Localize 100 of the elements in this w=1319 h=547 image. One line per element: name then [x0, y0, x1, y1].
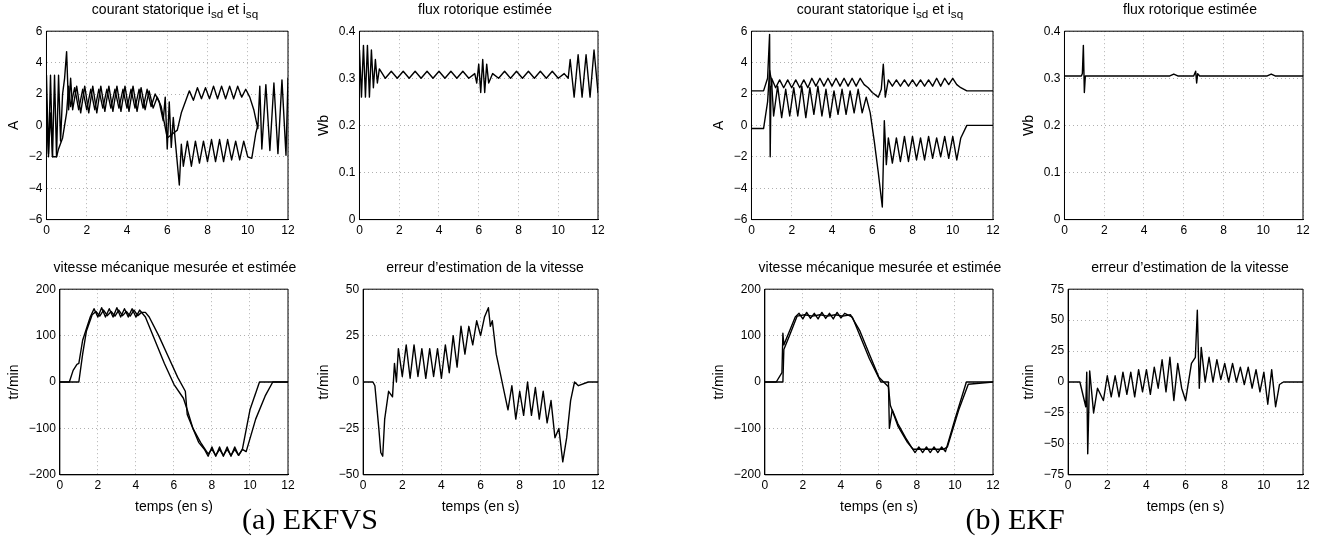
x-tick-label: 10 — [551, 223, 566, 238]
chart-title: courant statorique i$_{sd}$ et i$_{sq}$ — [795, 0, 965, 20]
x-tick-label: 4 — [435, 223, 443, 238]
x-tick-label: 12 — [591, 478, 605, 493]
y-tick-label: 50 — [345, 281, 360, 296]
y-tick-label: 0.2 — [338, 117, 356, 132]
y-tick-label: 0.4 — [338, 23, 356, 38]
x-tick-label: 12 — [1296, 478, 1310, 493]
x-tick-label: 2 — [395, 223, 403, 238]
y-tick-label: 2 — [35, 86, 43, 101]
y-tick-label: −4 — [733, 180, 748, 195]
x-tick-label: 6 — [163, 223, 171, 238]
x-tick-label: 12 — [591, 223, 605, 238]
x-tick-label: 12 — [986, 478, 1000, 493]
x-tick-label: 10 — [241, 223, 255, 238]
y-axis-title: Wb — [1020, 114, 1037, 136]
x-tick-label: 10 — [1257, 478, 1271, 493]
y-tick-label: −200 — [28, 467, 57, 482]
y-tick-label: 0.3 — [1043, 70, 1061, 85]
x-axis-title: temps (en s) — [840, 498, 918, 515]
y-tick-label: −6 — [733, 211, 748, 226]
x-tick-label: 4 — [1143, 478, 1151, 493]
y-tick-label: 0 — [740, 117, 748, 132]
chart-title: courant statorique i$_{sd}$ et i$_{sq}$ — [90, 0, 260, 20]
y-axis-title: tr/min — [710, 364, 727, 400]
x-tick-label: 6 — [868, 223, 876, 238]
x-tick-label: 10 — [1256, 223, 1271, 238]
y-tick-label: −100 — [733, 420, 762, 435]
y-tick-label: −75 — [1043, 467, 1065, 482]
y-tick-label: 50 — [1050, 312, 1065, 327]
y-tick-label: 0.3 — [338, 70, 356, 85]
x-tick-label: 2 — [799, 478, 807, 493]
chart-title: flux rotorique estimée — [1122, 0, 1258, 19]
y-tick-label: 100 — [740, 327, 762, 342]
x-tick-label: 2 — [94, 478, 102, 493]
x-tick-label: 2 — [83, 223, 91, 238]
x-tick-label: 12 — [1296, 223, 1310, 238]
x-tick-label: 12 — [281, 223, 295, 238]
y-tick-label: −25 — [338, 420, 360, 435]
x-tick-label: 4 — [837, 478, 845, 493]
x-tick-label: 4 — [132, 478, 140, 493]
y-tick-label: −25 — [1043, 405, 1065, 420]
x-axis-title: temps (en s) — [1146, 498, 1225, 515]
chart-title: vitesse mécanique mesurée et estimée — [757, 258, 1003, 277]
y-tick-label: −2 — [28, 149, 43, 164]
x-tick-label: 8 — [515, 223, 523, 238]
y-axis-title: tr/min — [5, 364, 22, 400]
y-tick-label: 6 — [35, 23, 43, 38]
x-tick-label: 8 — [1220, 223, 1228, 238]
y-axis-title: tr/min — [1020, 364, 1037, 400]
y-tick-label: −100 — [28, 420, 57, 435]
y-tick-label: 0 — [49, 374, 57, 389]
y-tick-label: −4 — [28, 180, 43, 195]
y-tick-label: 0.4 — [1043, 23, 1061, 38]
text: (b) EKF — [965, 502, 1065, 535]
x-axis-title: temps (en s) — [441, 498, 520, 515]
x-tick-label: 4 — [123, 223, 131, 238]
y-tick-label: 100 — [35, 327, 57, 342]
x-tick-label: 8 — [204, 223, 212, 238]
chart-title: erreur d’estimation de la vitesse — [1090, 258, 1290, 277]
x-tick-label: 6 — [875, 478, 883, 493]
y-axis-title: A — [710, 120, 727, 131]
y-tick-label: 0 — [352, 374, 360, 389]
x-tick-label: 12 — [986, 223, 1000, 238]
y-tick-label: 4 — [740, 54, 748, 69]
chart-title: flux rotorique estimée — [417, 0, 553, 19]
x-tick-label: 6 — [1180, 223, 1188, 238]
x-tick-label: 8 — [1221, 478, 1229, 493]
y-tick-label: 0 — [1057, 374, 1065, 389]
y-axis-title: tr/min — [315, 364, 332, 400]
x-tick-label: 8 — [909, 223, 917, 238]
y-tick-label: 0 — [35, 117, 43, 132]
x-tick-label: 2 — [1103, 478, 1111, 493]
y-tick-label: 200 — [740, 281, 762, 296]
y-tick-label: −2 — [733, 149, 748, 164]
y-tick-label: 6 — [740, 23, 748, 38]
x-tick-label: 8 — [208, 478, 216, 493]
y-tick-label: 0.1 — [338, 164, 356, 179]
x-tick-label: 6 — [1182, 478, 1190, 493]
x-tick-label: 10 — [948, 478, 962, 493]
x-tick-label: 2 — [398, 478, 406, 493]
y-tick-label: 25 — [345, 327, 360, 342]
y-axis-title: A — [5, 120, 22, 131]
y-tick-label: 0 — [1053, 211, 1061, 226]
x-tick-label: 6 — [170, 478, 178, 493]
x-tick-label: 2 — [788, 223, 796, 238]
y-tick-label: 0 — [348, 211, 356, 226]
x-tick-label: 2 — [1100, 223, 1108, 238]
y-tick-label: 0 — [754, 374, 762, 389]
y-tick-label: 0.1 — [1043, 164, 1061, 179]
x-tick-label: 8 — [516, 478, 524, 493]
y-tick-label: −200 — [733, 467, 762, 482]
y-axis-title: Wb — [315, 114, 332, 136]
y-tick-label: −50 — [338, 467, 360, 482]
text: (a) EKFVS — [242, 502, 378, 535]
y-tick-label: 2 — [740, 86, 748, 101]
y-tick-label: 25 — [1050, 343, 1065, 358]
x-tick-label: 4 — [828, 223, 836, 238]
y-tick-label: 200 — [35, 281, 57, 296]
x-tick-label: 10 — [946, 223, 960, 238]
